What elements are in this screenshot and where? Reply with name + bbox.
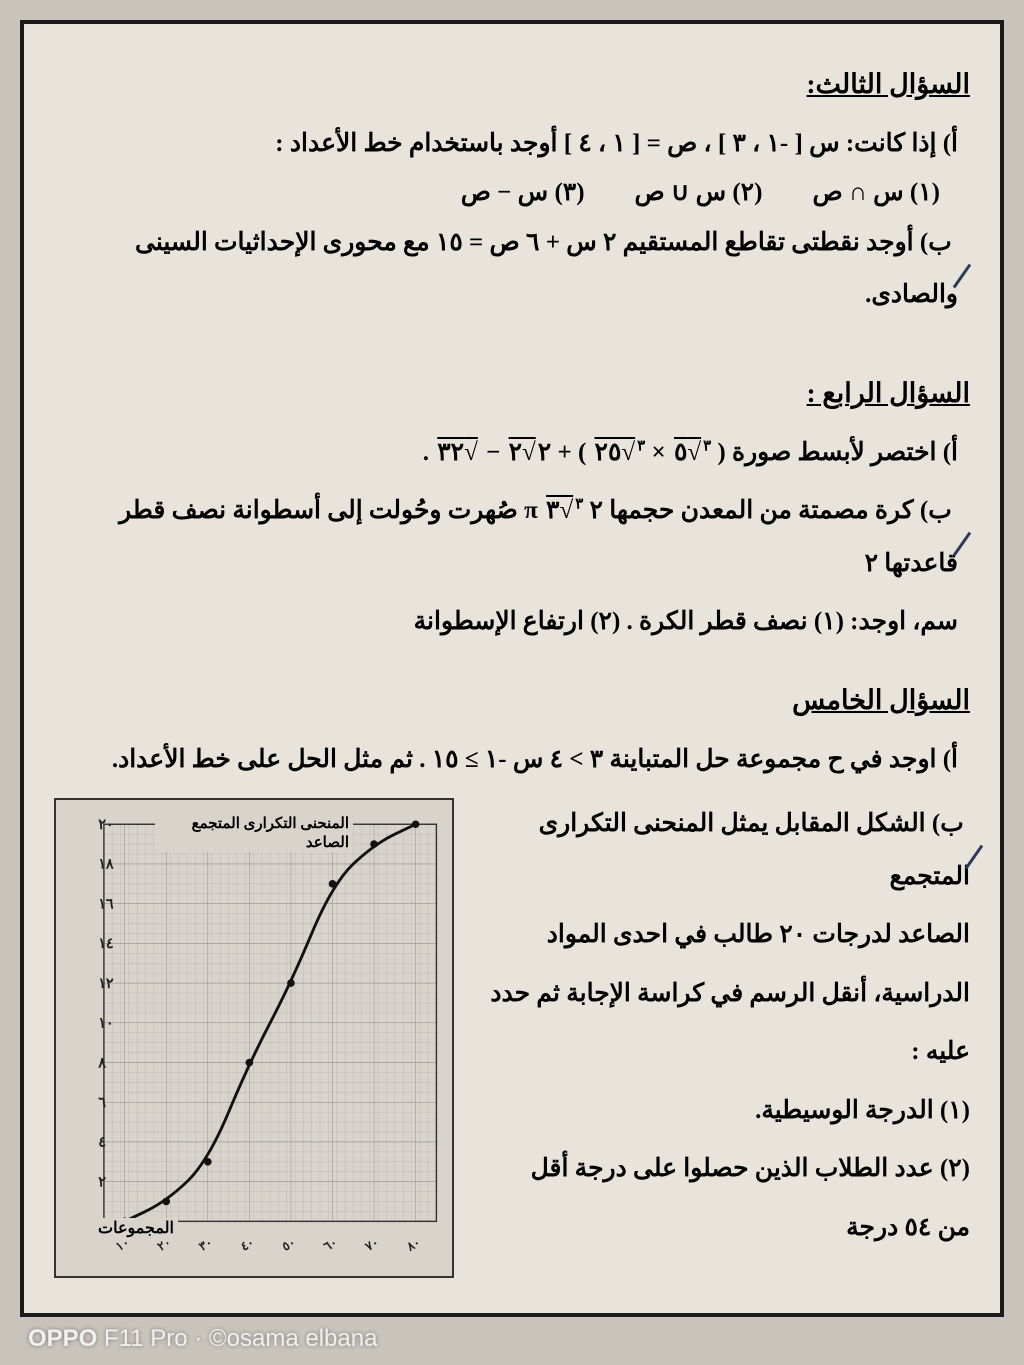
q5-b-l3: الدراسية، أنقل الرسم في كراسة الإجابة ثم… <box>472 968 970 1021</box>
q5-b-text: ب) الشكل المقابل يمثل المنحنى التكرارى ا… <box>472 798 970 1278</box>
q5-a: أ) اوجد في ح مجموعة حل المتباينة ٣ > ٤ س… <box>54 734 970 787</box>
svg-text:٣٠: ٣٠ <box>197 1235 215 1254</box>
q5-b-l4: عليه : <box>472 1026 970 1079</box>
svg-text:١٢: ١٢ <box>98 976 114 992</box>
q3-p1: (١) س ∩ ص <box>812 177 940 207</box>
svg-text:٨٠: ٨٠ <box>404 1235 423 1254</box>
q5-b-l2: الصاعد لدرجات ٢٠ طالب في احدى المواد <box>472 909 970 962</box>
q3-parts: (١) س ∩ ص (٢) س ∪ ص (٣) س − ص <box>54 177 970 207</box>
exam-page: السؤال الثالث: أ) إذا كانت: س [ -١ ، ٣ ]… <box>20 20 1004 1317</box>
svg-text:١٦: ١٦ <box>98 896 114 912</box>
q3-header: السؤال الثالث: <box>54 69 970 100</box>
chart-title: المنحنى التكرارى المتجمع الصاعد <box>155 814 353 852</box>
svg-text:٦٠: ٦٠ <box>321 1235 339 1254</box>
watermark-brand: OPPO <box>28 1325 97 1352</box>
q5-b-p2: (٢) عدد الطلاب الذين حصلوا على درجة أقل <box>472 1143 970 1196</box>
svg-text:٧٠: ٧٠ <box>362 1235 381 1254</box>
q5-header: السؤال الخامس <box>54 685 970 716</box>
q4-header: السؤال الرابع : <box>54 378 970 409</box>
q4-a: أ) اختصر لأبسط صورة ( ٣√٥ × ٣√٢٥ ) + ٢√٢… <box>54 427 970 480</box>
svg-text:٢٠: ٢٠ <box>98 817 113 833</box>
q4-b2: سم، اوجد: (١) نصف قطر الكرة . (٢) ارتفاع… <box>54 596 970 649</box>
svg-text:١٤: ١٤ <box>98 936 113 952</box>
q3-p3: (٣) س − ص <box>461 177 585 207</box>
q5-b-p3: من ٥٤ درجة <box>472 1202 970 1255</box>
watermark: OPPO F11 Pro · ©osama elbana <box>28 1325 377 1353</box>
svg-text:٥٠: ٥٠ <box>280 1235 298 1254</box>
watermark-author: osama elbana <box>227 1325 378 1352</box>
q3-b: ب) أوجد نقطتى تقاطع المستقيم ٢ س + ٦ ص =… <box>54 217 970 322</box>
q5-row: ب) الشكل المقابل يمثل المنحنى التكرارى ا… <box>54 798 970 1278</box>
chart-svg: ٢٤٦٨١٠١٢١٤١٦١٨٢٠١٠٢٠٣٠٤٠٥٠٦٠٧٠٨٠ <box>64 808 444 1268</box>
q3-a: أ) إذا كانت: س [ -١ ، ٣ ] ، ص = [ ١ ، ٤ … <box>54 118 970 171</box>
q4-b1: ب) كرة مصمتة من المعدن حجمها ٢ ٣√٣ π صُه… <box>54 485 970 590</box>
cumulative-frequency-chart: المنحنى التكرارى المتجمع الصاعد المجموعا… <box>54 798 454 1278</box>
svg-text:٦: ٦ <box>98 1095 106 1111</box>
svg-text:٢: ٢ <box>98 1174 106 1190</box>
svg-text:١٨: ١٨ <box>98 857 114 873</box>
q3-p2: (٢) س ∪ ص <box>635 177 763 207</box>
svg-text:١٠: ١٠ <box>98 1016 113 1032</box>
chart-xlabel: المجموعات <box>94 1218 178 1238</box>
q5-b-p1: (١) الدرجة الوسيطية. <box>472 1085 970 1138</box>
q5-b-l1: ب) الشكل المقابل يمثل المنحنى التكرارى ا… <box>539 810 970 890</box>
svg-text:٤: ٤ <box>98 1135 106 1151</box>
svg-text:٤٠: ٤٠ <box>238 1235 256 1254</box>
svg-text:٨: ٨ <box>97 1055 106 1071</box>
